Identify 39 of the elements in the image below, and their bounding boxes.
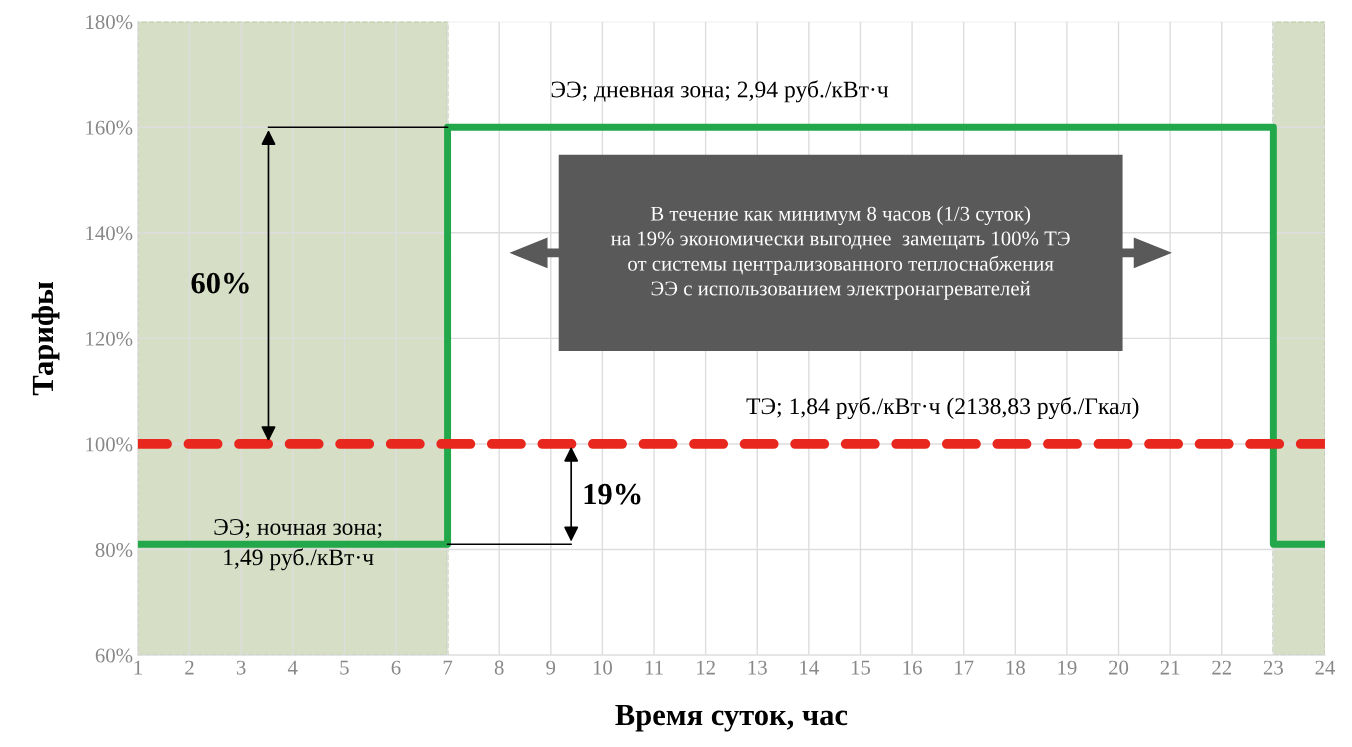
x-tick-label: 22 [1212,660,1232,675]
x-tick-label: 19 [1058,660,1077,675]
y-tick-label: 180% [86,15,133,30]
x-tick-label: 2 [185,660,194,675]
x-tick-label: 14 [800,660,819,675]
annotation: ЭЭ; дневная зона; 2,94 руб./кВт·ч [551,80,889,103]
annotation: В течение как минимум 8 часов (1/3 суток) на 19% экономически выгоднее замещать 100% ТЭ от системы централизованного теплоснабжения ЭЭ с использованием электронагревателей [611,206,1070,300]
x-tick-label: 21 [1160,660,1180,675]
y-tick-label: 120% [86,331,133,346]
x-tick-label: 9 [546,660,556,675]
x-tick-label: 15 [851,660,871,675]
y-axis-title: Тарифы [31,281,60,396]
annotation: ТЭ; 1,84 руб./кВт·ч (2138,83 руб./Гкал) [746,397,1139,420]
x-tick-label: 18 [1006,660,1025,675]
x-tick-label: 1 [134,660,142,675]
x-tick-label: 13 [748,660,767,675]
y-tick-label: 60% [95,648,133,663]
x-axis-title: Время суток, час [615,704,848,732]
x-tick-label: 17 [955,660,974,675]
x-tick-label: 8 [494,660,504,675]
y-tick-label: 100% [86,437,133,452]
x-tick-label: 3 [236,660,246,675]
x-tick-label: 4 [287,660,298,675]
y-tick-label: 140% [86,226,133,241]
x-tick-label: 6 [391,660,401,675]
x-tick-label: 5 [340,660,349,675]
x-tick-label: 11 [645,660,663,675]
x-tick-label: 12 [697,660,715,675]
y-tick-label: 160% [86,120,133,135]
x-tick-label: 10 [593,660,613,675]
x-tick-label: 24 [1315,660,1336,675]
x-tick-label: 20 [1109,660,1129,675]
annotation: 19% [584,483,641,505]
x-tick-label: 16 [903,660,922,675]
annotation: 60% [191,272,249,294]
x-tick-label: 23 [1263,660,1283,675]
annotation: ЭЭ; ночная зона; 1,49 руб./кВт·ч [214,519,382,571]
y-tick-label: 80% [95,542,133,558]
x-tick-label: 7 [443,660,453,675]
